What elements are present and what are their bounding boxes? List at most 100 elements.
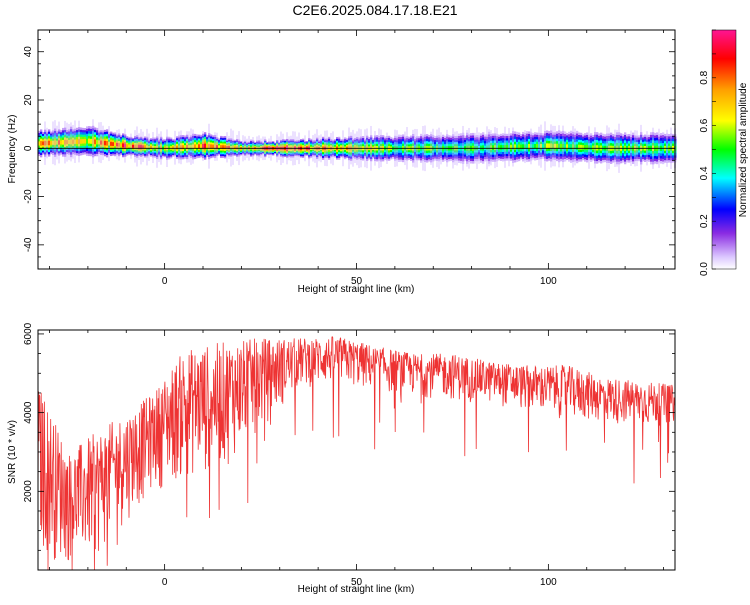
- spectral-cell: [54, 140, 57, 146]
- spectral-halo: [530, 128, 532, 165]
- spectral-halo: [488, 129, 490, 167]
- y-tick-label: 40: [23, 46, 34, 58]
- spectral-cell: [86, 138, 89, 144]
- spectral-halo: [232, 130, 234, 165]
- spectral-cell: [548, 143, 551, 149]
- spectral-cell: [508, 144, 511, 150]
- spectral-cell: [578, 144, 581, 150]
- spectral-halo: [138, 133, 140, 160]
- snr-y-label: SNR (10 * v/v): [7, 420, 18, 484]
- spectral-cell: [130, 144, 133, 148]
- spectral-cell: [90, 138, 93, 144]
- y-tick-label: 4000: [23, 401, 34, 424]
- spectral-band: [38, 119, 677, 173]
- spectral-cell: [100, 140, 103, 145]
- spectral-cell: [552, 143, 555, 149]
- spectrogram-x-ticks: 0 50 100: [49, 30, 664, 287]
- x-tick-label: 0: [162, 276, 168, 287]
- spectral-cell: [526, 144, 529, 150]
- spectral-halo: [152, 132, 154, 163]
- spectral-cell: [520, 144, 523, 149]
- snr-x-ticks: 0 50 100: [49, 330, 664, 588]
- spectral-halo: [136, 126, 138, 167]
- spectral-halo: [98, 122, 100, 163]
- spectral-cell: [580, 144, 583, 150]
- spectral-halo: [64, 120, 66, 164]
- spectral-halo: [190, 128, 192, 165]
- spectral-cell: [184, 145, 187, 150]
- spectral-cell: [504, 145, 507, 150]
- spectral-halo: [118, 129, 120, 161]
- y-tick-label: 0: [23, 145, 34, 151]
- spectral-cell: [40, 141, 43, 146]
- spectral-cell: [96, 139, 99, 145]
- colorbar-tick-label: 0.0: [699, 262, 710, 276]
- spectral-cell: [500, 145, 503, 150]
- spectral-halo: [216, 132, 218, 161]
- spectral-cell: [590, 145, 593, 151]
- spectral-cell: [126, 144, 129, 148]
- snr-panel: 0 50 100 2000 4000 6000 Height of straight l…: [7, 322, 676, 595]
- spectral-halo: [72, 124, 74, 159]
- spectral-halo: [74, 120, 76, 163]
- spectral-cell: [112, 142, 115, 146]
- spectral-cell: [104, 140, 107, 146]
- x-tick-label: 100: [540, 577, 557, 588]
- spectral-cell: [524, 144, 527, 149]
- spectral-cell: [76, 139, 79, 144]
- spectral-halo: [44, 121, 46, 165]
- spectral-halo: [52, 121, 54, 165]
- spectral-cell: [556, 143, 559, 149]
- spectral-halo: [544, 121, 546, 171]
- spectral-cell: [196, 144, 199, 149]
- spectral-cell: [116, 142, 119, 147]
- spectral-cell: [210, 144, 213, 149]
- spectral-cell: [224, 145, 227, 150]
- spectral-cell: [122, 143, 125, 148]
- x-tick-label: 50: [351, 276, 363, 287]
- spectral-halo: [100, 122, 102, 164]
- spectral-cell: [542, 143, 545, 149]
- spectral-halo: [46, 127, 48, 159]
- spectral-cell: [528, 144, 531, 150]
- spectral-halo: [174, 130, 176, 165]
- spectral-halo: [54, 120, 56, 166]
- y-tick-label: 2000: [23, 480, 34, 503]
- spectral-halo: [192, 129, 194, 164]
- spectral-cell: [492, 145, 495, 151]
- spectral-cell: [188, 145, 191, 149]
- colorbar-tick-label: 0.2: [699, 214, 710, 228]
- spectral-halo: [504, 126, 506, 168]
- spectral-cell: [82, 139, 85, 144]
- spectral-halo: [78, 120, 80, 163]
- spectrogram-x-label: Height of straight line (km): [298, 284, 415, 295]
- figure-title: C2E6.2025.084.17.18.E21: [292, 2, 457, 18]
- spectral-cell: [546, 143, 549, 149]
- spectral-halo: [508, 128, 510, 167]
- spectral-halo: [494, 127, 496, 169]
- spectral-cell: [198, 144, 201, 149]
- colorbar-ticks: 0.0 0.2 0.4 0.6 0.8: [699, 29, 716, 276]
- spectral-halo: [512, 127, 514, 167]
- spectral-cell: [544, 143, 547, 149]
- spectral-cell: [564, 144, 567, 150]
- spectral-cell: [124, 143, 127, 148]
- colorbar-tick-label: 0.4: [699, 166, 710, 180]
- spectral-cell: [498, 145, 501, 150]
- spectral-halo: [214, 132, 216, 161]
- spectral-cell: [48, 140, 51, 146]
- colorbar-tick-label: 0.8: [699, 70, 710, 84]
- snr-x-label: Height of straight line (km): [298, 584, 415, 595]
- spectral-cell: [128, 144, 131, 148]
- spectral-cell: [144, 145, 147, 149]
- spectral-halo: [490, 130, 492, 166]
- spectral-cell: [512, 144, 515, 150]
- spectral-halo: [550, 124, 552, 168]
- spectral-cell: [516, 144, 519, 150]
- spectrogram-y-label: Frequency (Hz): [7, 115, 18, 184]
- spectral-cell: [148, 145, 151, 149]
- spectral-cell: [178, 145, 181, 150]
- spectral-cell: [208, 144, 211, 149]
- spectral-cell: [502, 144, 505, 150]
